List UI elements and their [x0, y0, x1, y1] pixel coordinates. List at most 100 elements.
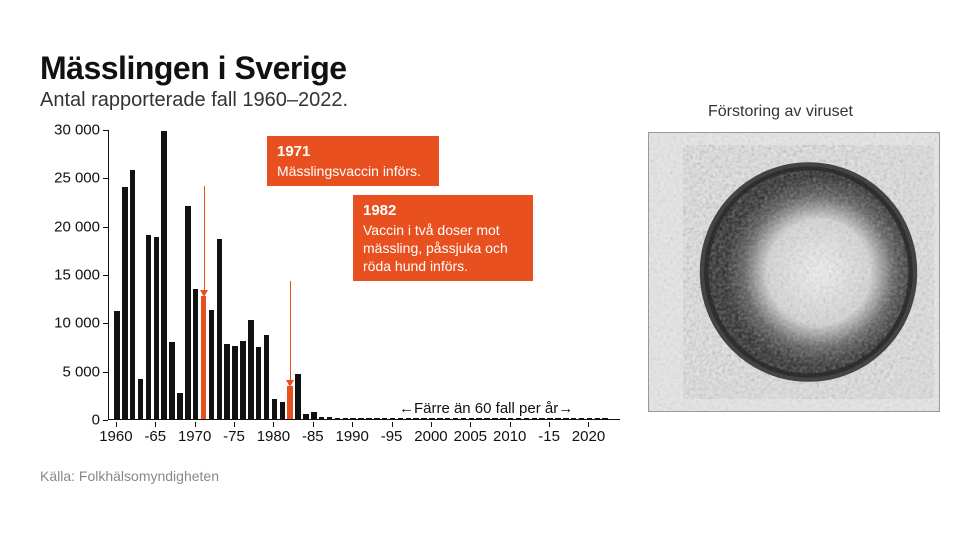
bar: [461, 418, 467, 419]
bar: [154, 237, 160, 419]
bar: [177, 393, 183, 419]
y-tick-label: 25 000: [54, 170, 100, 187]
bar: [602, 418, 608, 419]
bar: [579, 418, 585, 419]
callout-arrow-icon: [200, 290, 208, 297]
bar: [232, 346, 238, 419]
x-tick-mark: [234, 422, 235, 427]
bar: [398, 418, 404, 419]
y-tick-mark: [103, 420, 108, 421]
x-tick-mark: [155, 422, 156, 427]
plot-area: 1971Mässlingsvaccin införs. 1982Vaccin i …: [108, 130, 620, 420]
bar: [406, 418, 412, 419]
callout-text: Mässlingsvaccin införs.: [277, 162, 429, 180]
x-tick-mark: [273, 422, 274, 427]
bar: [366, 418, 372, 419]
bar: [217, 239, 223, 419]
bar: [224, 344, 230, 419]
bar: [130, 170, 136, 419]
bar: [508, 418, 514, 419]
virus-image: [648, 132, 940, 412]
x-tick-mark: [549, 422, 550, 427]
bar: [350, 418, 356, 419]
bar: [201, 296, 207, 419]
bar: [264, 335, 270, 419]
bar: [295, 374, 301, 419]
bar: [571, 418, 577, 419]
bar: [146, 235, 152, 419]
bar: [539, 418, 545, 419]
bar: [287, 386, 293, 419]
bar: [169, 342, 175, 419]
bar: [193, 289, 199, 420]
range-note: ←Färre än 60 fall per år→: [399, 400, 573, 417]
y-axis: 05 00010 00015 00020 00025 00030 000: [40, 130, 108, 420]
bar: [248, 320, 254, 419]
callout-line: [204, 186, 205, 291]
bar: [382, 418, 388, 419]
bar: [469, 418, 475, 419]
bar: [122, 187, 128, 419]
bar: [563, 418, 569, 419]
x-tick-label: 2010: [493, 428, 526, 445]
y-tick-label: 10 000: [54, 315, 100, 332]
x-tick-label: 2020: [572, 428, 605, 445]
bar: [335, 418, 341, 419]
callout-line: [290, 281, 291, 380]
callout-year: 1971: [277, 142, 429, 162]
y-tick-label: 20 000: [54, 218, 100, 235]
bar: [476, 418, 482, 419]
bar: [161, 131, 167, 419]
x-tick-mark: [116, 422, 117, 427]
x-tick-mark: [510, 422, 511, 427]
x-tick-mark: [313, 422, 314, 427]
x-tick-mark: [352, 422, 353, 427]
x-tick-label: 1990: [335, 428, 368, 445]
bar: [114, 311, 120, 419]
callout-arrow-icon: [286, 380, 294, 387]
y-tick-label: 0: [92, 412, 100, 429]
x-tick-label: 1960: [99, 428, 132, 445]
bar: [311, 412, 317, 419]
bar: [453, 418, 459, 419]
y-tick-label: 30 000: [54, 122, 100, 139]
callout-year: 1982: [363, 201, 523, 221]
x-tick-label: -65: [144, 428, 166, 445]
bar: [484, 418, 490, 419]
x-tick-mark: [588, 422, 589, 427]
x-axis: 1960-651970-751980-851990-95200020052010…: [108, 422, 620, 447]
x-tick-label: 2000: [414, 428, 447, 445]
bar: [138, 379, 144, 419]
x-tick-label: -95: [381, 428, 403, 445]
x-tick-label: 2005: [454, 428, 487, 445]
bar: [319, 417, 325, 419]
callout-box: 1982Vaccin i två doser mot mässling, pås…: [353, 195, 533, 281]
bar: [185, 206, 191, 419]
x-tick-mark: [392, 422, 393, 427]
bar: [374, 418, 380, 419]
bar: [516, 418, 522, 419]
x-tick-label: 1970: [178, 428, 211, 445]
bar: [272, 399, 278, 419]
bar: [555, 418, 561, 419]
bar: [421, 418, 427, 419]
callout-text: Vaccin i två doser mot mässling, påssjuk…: [363, 221, 523, 276]
y-tick-label: 5 000: [62, 363, 100, 380]
x-tick-label: 1980: [257, 428, 290, 445]
virus-caption: Förstoring av viruset: [708, 103, 853, 121]
y-tick-label: 15 000: [54, 267, 100, 284]
bar: [587, 418, 593, 419]
x-tick-label: -75: [223, 428, 245, 445]
x-tick-mark: [195, 422, 196, 427]
bar: [492, 418, 498, 419]
bar: [532, 418, 538, 419]
source-label: Källa: Folkhälsomyndigheten: [40, 468, 219, 484]
bar: [303, 414, 309, 419]
bar: [413, 418, 419, 419]
callout-box: 1971Mässlingsvaccin införs.: [267, 136, 439, 186]
bar: [437, 418, 443, 419]
x-tick-mark: [431, 422, 432, 427]
bar: [343, 418, 349, 419]
x-tick-label: -85: [302, 428, 324, 445]
bar: [280, 402, 286, 419]
